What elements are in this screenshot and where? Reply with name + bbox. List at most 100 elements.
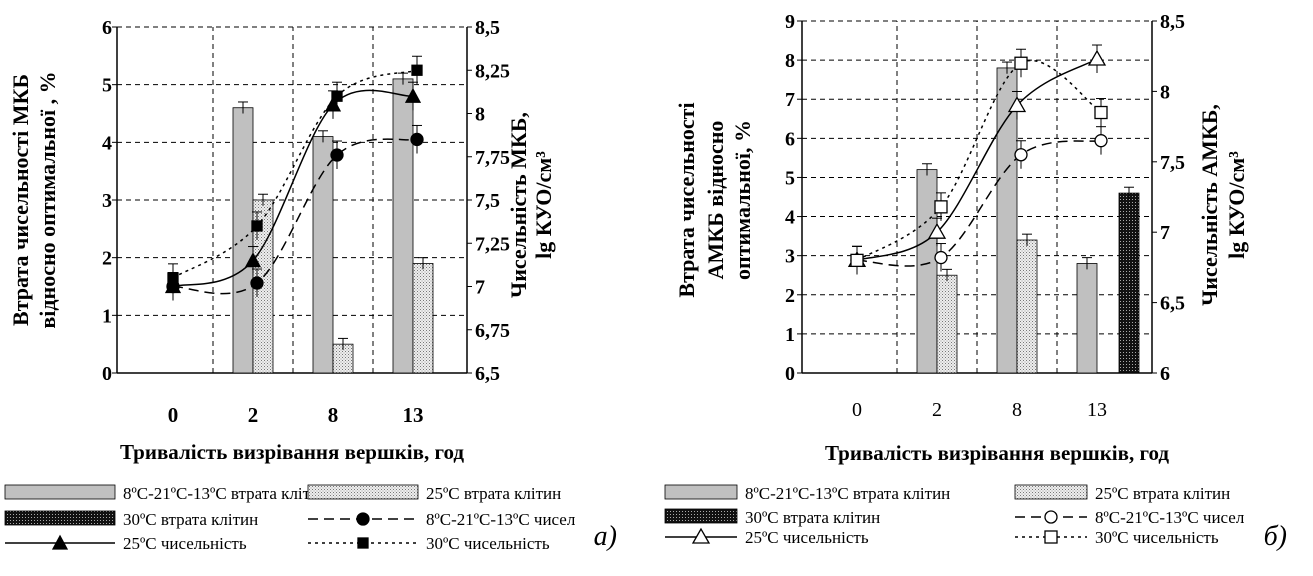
gridlines <box>117 26 467 373</box>
y-tick-label-right: 7,25 <box>475 233 510 255</box>
y-tick-label-left: 6 <box>785 128 795 150</box>
legend-label: 25ºС втрата клітин <box>426 484 561 503</box>
x-axis-label: Тривалість визрівання вершків, год <box>825 441 1169 465</box>
x-axis-label: Тривалість визрівання вершків, год <box>120 440 464 464</box>
x-tick-label: 8 <box>328 403 339 427</box>
data-point <box>250 276 264 290</box>
bar <box>1076 263 1098 374</box>
bar <box>1016 239 1038 374</box>
legend-swatch <box>1014 484 1088 500</box>
x-tick-label: 13 <box>403 403 424 427</box>
data-point <box>934 250 948 265</box>
data-point <box>850 253 864 268</box>
data-point <box>1007 96 1027 113</box>
legend-label: 25ºС чисельність <box>123 534 247 553</box>
series-line <box>856 58 1098 262</box>
y-axis-label-left: АМКБ відносно <box>703 121 728 280</box>
x-tick-label: 2 <box>248 403 259 427</box>
legend-marker <box>356 512 370 526</box>
y-tick-label-right: 7,75 <box>475 147 510 169</box>
y-tick-label-left: 2 <box>102 248 112 270</box>
legend-item: 25ºС чисельність <box>665 527 869 547</box>
y-axis-label-right: Чисельність АМКБ, <box>1197 104 1222 306</box>
bar <box>412 263 434 374</box>
x-tick-label: 13 <box>1087 399 1107 421</box>
y-tick-label-left: 1 <box>102 305 112 327</box>
y-tick-label-left: 5 <box>102 75 112 97</box>
data-point <box>1094 105 1108 120</box>
legend-marker <box>357 537 369 549</box>
data-point <box>1014 148 1028 162</box>
legend-label: 8ºС-21ºС-13ºС чисел <box>426 510 576 529</box>
legend-item: 25ºС втрата клітин <box>1014 484 1230 503</box>
series-line <box>856 139 1102 267</box>
legend-item: 25ºС чисельність <box>5 534 247 553</box>
y-tick-label-right: 8,25 <box>475 60 510 82</box>
x-tick-label: 2 <box>932 399 942 421</box>
y-tick-label-right: 6 <box>1160 363 1170 385</box>
y-tick-label-right: 8,5 <box>1160 11 1185 33</box>
y-tick-label-left: 6 <box>102 17 112 39</box>
y-tick-label-right: 7 <box>1160 222 1170 244</box>
legend-swatch <box>4 484 116 500</box>
legend-label: 25ºС втрата клітин <box>1095 484 1230 503</box>
data-point <box>330 148 344 162</box>
panel-label: а) <box>594 521 617 552</box>
y-tick-label-left: 4 <box>102 132 112 154</box>
chart-panel-b: 0 1 2 3 4 5 6 7 8 9 6 6,5 7 7,5 8 8,5 0 2 8 13 Втрата чисель… <box>664 11 1287 552</box>
y-tick-label-right: 8,5 <box>475 17 500 39</box>
bar <box>232 107 254 374</box>
data-point <box>244 252 262 268</box>
legend-label: 25ºС чисельність <box>745 528 869 547</box>
data-point <box>410 132 424 147</box>
y-axis-label-left: Втрата чисельності МКБ <box>8 74 33 326</box>
y-axis-label-right: lg КУО/см³ <box>1224 151 1249 259</box>
y-tick-label-right: 7 <box>475 277 485 299</box>
y-tick-label-right: 8 <box>1160 81 1170 103</box>
data-point <box>934 200 948 214</box>
series-line <box>172 89 414 288</box>
x-tick-label: 8 <box>1012 399 1022 421</box>
y-tick-label-right: 8 <box>475 104 485 126</box>
y-axis-label-left: оптимальної, % <box>730 120 755 280</box>
legend-label: 8ºС-21ºС-13ºС чисел <box>1095 508 1245 527</box>
legend-label: 30ºС втрата клітин <box>123 510 258 529</box>
data-point <box>251 220 263 232</box>
y-tick-label-left: 4 <box>785 207 795 229</box>
series-line <box>172 69 418 279</box>
y-tick-label-right: 7,5 <box>475 190 500 212</box>
legend-swatch <box>664 508 738 524</box>
data-point <box>927 222 947 239</box>
bar <box>392 78 414 374</box>
legend-item: 30ºС втрата клітин <box>664 508 880 527</box>
y-tick-label-left: 3 <box>102 190 112 212</box>
y-tick-label-right: 6,5 <box>1160 293 1185 315</box>
y-tick-label-right: 6,5 <box>475 363 500 385</box>
legend-item: 30ºС втрата клітин <box>4 510 258 529</box>
data-point <box>404 87 422 103</box>
legend: 8ºС-21ºС-13ºС втрата клітин 25ºС втрата к… <box>4 484 576 553</box>
legend-label: 8ºС-21ºС-13ºС втрата клітин <box>745 484 950 503</box>
legend-item: 25ºС втрата клітин <box>307 484 561 503</box>
legend-item: 8ºС-21ºС-13ºС чисел <box>308 510 576 529</box>
series-line <box>856 59 1102 261</box>
y-axis-label-right: Чисельність МКБ, <box>506 112 531 298</box>
y-axis-label-left: відносно оптимальної , % <box>35 71 60 328</box>
data-point <box>1014 56 1028 70</box>
y-tick-label-left: 0 <box>102 363 112 385</box>
y-tick-label-left: 0 <box>785 363 795 385</box>
data-point <box>411 64 423 76</box>
y-tick-label-left: 7 <box>785 89 795 111</box>
y-tick-label-right: 6,75 <box>475 320 510 342</box>
bar <box>1118 192 1140 374</box>
y-tick-label-left: 3 <box>785 246 795 268</box>
legend-marker <box>1044 510 1058 524</box>
y-tick-label-left: 5 <box>785 167 795 189</box>
legend-marker <box>1044 530 1058 544</box>
legend-item: 8ºС-21ºС-13ºС чисел <box>1015 508 1245 527</box>
y-tick-label-left: 1 <box>785 324 795 346</box>
legend-marker <box>691 527 711 544</box>
x-tick-label: 0 <box>168 403 179 427</box>
bar <box>936 274 958 374</box>
